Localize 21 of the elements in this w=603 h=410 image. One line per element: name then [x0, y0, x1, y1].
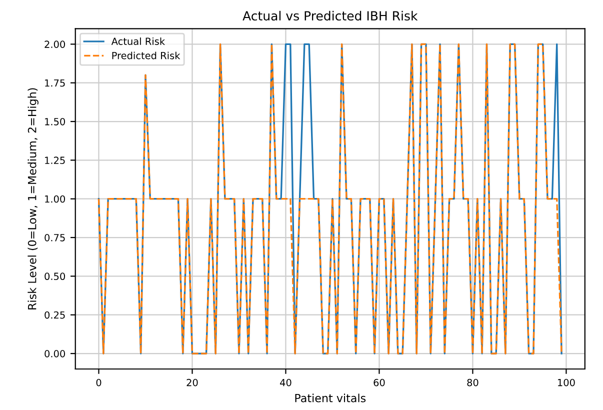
x-tick-label: 80 — [467, 378, 478, 386]
y-tick-label: 1.00 — [45, 195, 66, 203]
y-tick-label: 1.25 — [45, 156, 65, 164]
x-tick-label: 0 — [96, 378, 102, 386]
y-axis-title: Risk Level (0=Low, 1=Medium, 2=High) — [28, 88, 38, 310]
chart-title: Actual vs Predicted IBH Risk — [242, 10, 418, 21]
y-tick-label: 0.00 — [44, 350, 66, 358]
x-tick-label: 40 — [280, 378, 292, 386]
y-tick-label: 0.75 — [44, 234, 65, 242]
x-tick-label: 60 — [374, 378, 385, 386]
y-tick-label: 0.25 — [44, 311, 65, 319]
x-tick-label: 100 — [558, 378, 575, 386]
legend-label: Predicted Risk — [112, 52, 180, 60]
x-axis-title: Patient vitals — [295, 394, 366, 402]
x-tick-label: 20 — [186, 378, 198, 386]
y-tick-label: 1.75 — [45, 79, 65, 87]
y-tick-label: 2.00 — [44, 40, 66, 48]
y-tick-label: 0.50 — [44, 272, 66, 280]
line-series — [98, 43, 562, 354]
y-tick-label: 1.50 — [45, 118, 66, 126]
legend-label: Actual Risk — [111, 37, 166, 45]
